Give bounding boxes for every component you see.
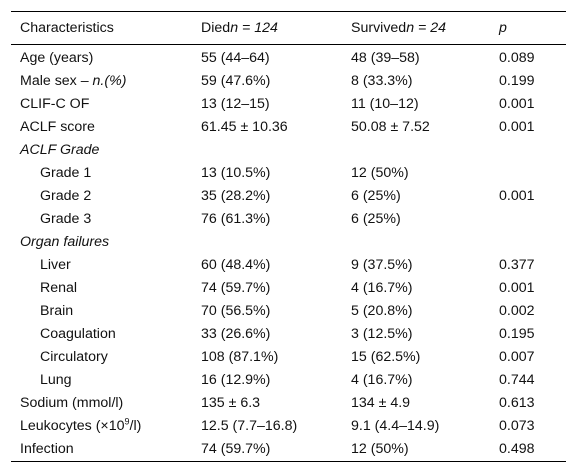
died-value: 70 (56.5%) [201, 300, 270, 323]
died-value: 108 (87.1%) [201, 346, 278, 369]
table-row: Renal 74 (59.7%) 4 (16.7%) 0.001 [11, 277, 566, 300]
row-label: Leukocytes (×109/l) [20, 415, 141, 438]
p-value: 0.001 [499, 93, 535, 116]
survived-value: 6 (25%) [351, 185, 401, 208]
died-value: 13 (10.5%) [201, 162, 270, 185]
died-value: 60 (48.4%) [201, 254, 270, 277]
died-value: 74 (59.7%) [201, 277, 270, 300]
survived-value: 12 (50%) [351, 162, 409, 185]
table-body: Age (years) 55 (44–64) 48 (39–58) 0.089 … [11, 45, 566, 462]
died-value: 61.45 ± 10.36 [201, 116, 288, 139]
row-label: Brain [40, 300, 73, 323]
row-label-end: /l) [130, 418, 142, 434]
table-row: ACLF score 61.45 ± 10.36 50.08 ± 7.52 0.… [11, 116, 566, 139]
survived-value: 134 ± 4.9 [351, 392, 410, 415]
survived-value: 12 (50%) [351, 438, 409, 461]
row-label: CLIF-C OF [20, 93, 89, 116]
p-value: 0.001 [499, 116, 535, 139]
section-row: Organ failures [11, 231, 566, 254]
table-row: Coagulation 33 (26.6%) 3 (12.5%) 0.195 [11, 323, 566, 346]
p-value: 0.744 [499, 369, 535, 392]
table-header: Characteristics Diedn = 124 Survivedn = … [11, 11, 566, 45]
characteristics-table: Characteristics Diedn = 124 Survivedn = … [11, 11, 566, 462]
table-row: Grade 2 35 (28.2%) 6 (25%) 0.001 [11, 185, 566, 208]
p-value: 0.613 [499, 392, 535, 415]
survived-value: 5 (20.8%) [351, 300, 413, 323]
table-row: Brain 70 (56.5%) 5 (20.8%) 0.002 [11, 300, 566, 323]
table-row: Lung 16 (12.9%) 4 (16.7%) 0.744 [11, 369, 566, 392]
survived-value: 48 (39–58) [351, 47, 420, 70]
p-value: 0.073 [499, 415, 535, 438]
header-p: p [499, 12, 507, 44]
row-label: Sodium (mmol/l) [20, 392, 123, 415]
section-row: ACLF Grade [11, 139, 566, 162]
survived-value: 8 (33.3%) [351, 70, 413, 93]
survived-value: 3 (12.5%) [351, 323, 413, 346]
row-label-main: Leukocytes (×10 [20, 418, 125, 434]
died-value: 135 ± 6.3 [201, 392, 260, 415]
row-label: Renal [40, 277, 77, 300]
header-characteristics: Characteristics [20, 12, 114, 44]
table-row: Grade 3 76 (61.3%) 6 (25%) [11, 208, 566, 231]
row-label: Age (years) [20, 47, 93, 70]
table-row: Circulatory 108 (87.1%) 15 (62.5%) 0.007 [11, 346, 566, 369]
died-value: 16 (12.9%) [201, 369, 270, 392]
row-label-main: Male sex – [20, 73, 93, 89]
p-value: 0.199 [499, 70, 535, 93]
row-label: ACLF score [20, 116, 95, 139]
row-label-unit: n.(%) [93, 73, 127, 89]
died-value: 55 (44–64) [201, 47, 270, 70]
row-label: Lung [40, 369, 72, 392]
table-row: Sodium (mmol/l) 135 ± 6.3 134 ± 4.9 0.61… [11, 392, 566, 415]
row-label: Liver [40, 254, 71, 277]
header-died-label: Died [201, 20, 230, 36]
header-died-n: n = 124 [230, 20, 278, 36]
table-row: Liver 60 (48.4%) 9 (37.5%) 0.377 [11, 254, 566, 277]
died-value: 13 (12–15) [201, 93, 270, 116]
row-label: Infection [20, 438, 74, 461]
p-value: 0.498 [499, 438, 535, 461]
survived-value: 4 (16.7%) [351, 277, 413, 300]
died-value: 35 (28.2%) [201, 185, 270, 208]
p-value: 0.007 [499, 346, 535, 369]
died-value: 12.5 (7.7–16.8) [201, 415, 297, 438]
p-value: 0.001 [499, 277, 535, 300]
row-label: Grade 3 [40, 208, 91, 231]
section-label: ACLF Grade [20, 139, 99, 162]
p-value: 0.195 [499, 323, 535, 346]
survived-value: 15 (62.5%) [351, 346, 420, 369]
row-label: Grade 1 [40, 162, 91, 185]
row-label: Circulatory [40, 346, 108, 369]
p-value: 0.377 [499, 254, 535, 277]
row-label: Coagulation [40, 323, 116, 346]
died-value: 76 (61.3%) [201, 208, 270, 231]
died-value: 33 (26.6%) [201, 323, 270, 346]
survived-value: 11 (10–12) [351, 93, 419, 116]
died-value: 59 (47.6%) [201, 70, 270, 93]
survived-value: 9.1 (4.4–14.9) [351, 415, 439, 438]
table-row: Age (years) 55 (44–64) 48 (39–58) 0.089 [11, 47, 566, 70]
died-value: 74 (59.7%) [201, 438, 270, 461]
table-row: Infection 74 (59.7%) 12 (50%) 0.498 [11, 438, 566, 462]
p-value: 0.089 [499, 47, 535, 70]
header-died: Diedn = 124 [201, 12, 278, 44]
row-label: Grade 2 [40, 185, 91, 208]
header-survived: Survivedn = 24 [351, 12, 446, 44]
survived-value: 9 (37.5%) [351, 254, 413, 277]
table-row: Grade 1 13 (10.5%) 12 (50%) [11, 162, 566, 185]
table-row: CLIF-C OF 13 (12–15) 11 (10–12) 0.001 [11, 93, 566, 116]
p-value: 0.001 [499, 185, 535, 208]
p-value: 0.002 [499, 300, 535, 323]
table-row: Male sex – n.(%) 59 (47.6%) 8 (33.3%) 0.… [11, 70, 566, 93]
survived-value: 4 (16.7%) [351, 369, 413, 392]
header-survived-n: n = 24 [406, 20, 446, 36]
table-row: Leukocytes (×109/l) 12.5 (7.7–16.8) 9.1 … [11, 415, 566, 438]
header-survived-label: Survived [351, 20, 406, 36]
section-label: Organ failures [20, 231, 109, 254]
survived-value: 6 (25%) [351, 208, 401, 231]
row-label: Male sex – n.(%) [20, 70, 126, 93]
survived-value: 50.08 ± 7.52 [351, 116, 430, 139]
